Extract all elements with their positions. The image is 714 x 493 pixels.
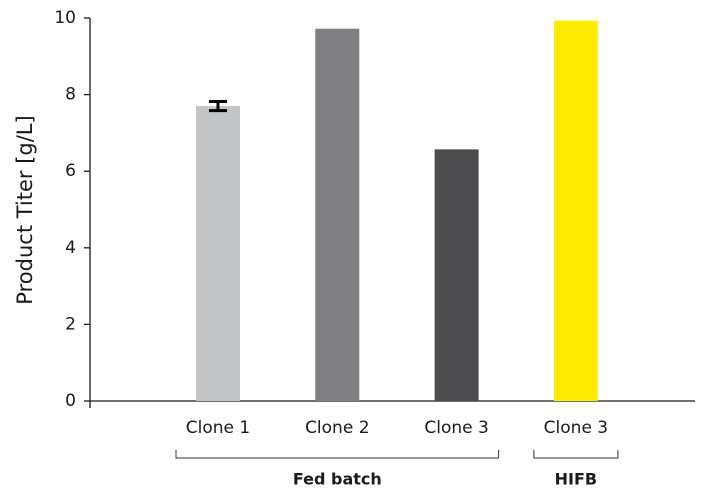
x-tick-label: Clone 2 [305, 418, 369, 438]
group-bracket [533, 450, 619, 459]
y-axis-label: Product Titer [g/L] [13, 115, 37, 304]
error-bar [209, 99, 227, 113]
group-label: HIFB [555, 470, 597, 489]
x-tick-label: Clone 3 [544, 418, 608, 438]
y-tick-label: 0 [65, 391, 76, 411]
group-label: Fed batch [293, 470, 382, 489]
y-tick-label: 8 [65, 85, 76, 105]
bar [434, 149, 479, 401]
bar [553, 20, 598, 401]
bar [315, 28, 360, 401]
y-tick-label: 6 [65, 161, 76, 181]
x-tick-label: Clone 3 [424, 418, 488, 438]
x-tick-label: Clone 1 [186, 418, 250, 438]
y-tick-label: 4 [65, 238, 76, 258]
y-tick-label: 10 [54, 8, 76, 28]
bar [196, 106, 240, 401]
y-tick-label: 2 [65, 314, 76, 334]
group-bracket [175, 450, 500, 459]
